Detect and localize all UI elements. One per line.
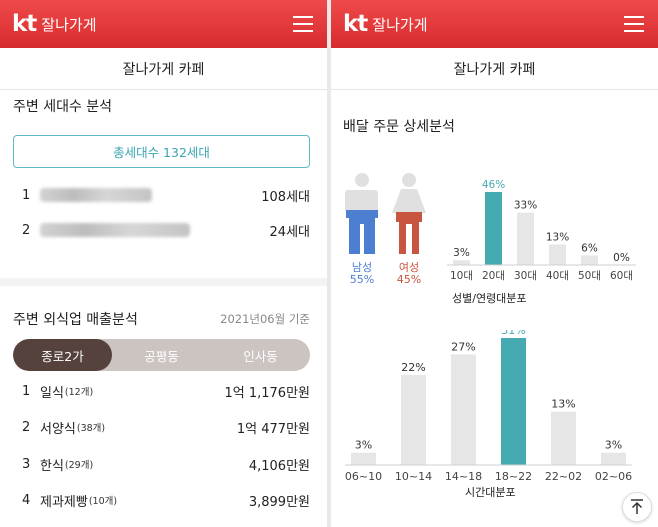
- value-label: 33%: [514, 200, 537, 212]
- tab-insa[interactable]: 인사동: [243, 348, 278, 364]
- brand-name: 잘나가게: [372, 15, 428, 34]
- tab-gongpyeong[interactable]: 공평동: [144, 348, 179, 364]
- blurred-address: [40, 188, 152, 202]
- tick-label: 10~14: [395, 470, 432, 483]
- sales-rank: 1: [22, 383, 31, 399]
- tab-jongno2ga[interactable]: 종로2가: [13, 339, 112, 371]
- sales-value: 1억 1,176만원: [224, 385, 311, 401]
- sales-value: 3,899만원: [248, 494, 310, 510]
- tick-label: 50대: [578, 270, 601, 282]
- tick-label: 20대: [482, 270, 505, 282]
- sales-row: 2 서양식 (38개) 1억 477만원: [22, 417, 310, 437]
- bar-10대: [453, 260, 470, 265]
- household-rank: 2: [22, 222, 31, 238]
- blurred-address: [40, 223, 190, 237]
- kt-logo: kt: [343, 10, 368, 37]
- male-figure-icon: [345, 173, 378, 254]
- tick-label: 22~02: [545, 470, 582, 483]
- kt-logo: kt: [12, 10, 37, 37]
- scroll-top-button[interactable]: [622, 492, 652, 522]
- sales-row: 4 제과제빵 (10개) 3,899만원: [22, 490, 310, 510]
- sales-count: (12개): [64, 387, 94, 398]
- sales-category: 일식: [40, 385, 64, 401]
- female-percent: 45%: [396, 273, 422, 286]
- right-panel: kt 잘나가게 잘나가게 카페 배달 주문 상세분석 남성 55% 여성 45%…: [331, 0, 658, 527]
- sales-category: 한식: [40, 458, 64, 474]
- brand[interactable]: kt 잘나가게: [12, 10, 97, 37]
- sales-count: (38개): [76, 423, 106, 434]
- bar-22~02: [551, 411, 576, 465]
- delivery-analysis-title: 배달 주문 상세분석: [343, 119, 455, 135]
- household-value: 24세대: [269, 224, 310, 240]
- household-rank: 1: [22, 187, 31, 203]
- menu-icon[interactable]: [293, 16, 313, 32]
- sales-date: 2021년06월 기준: [220, 312, 310, 326]
- top-bar: kt 잘나가게: [0, 0, 327, 48]
- area-tabs: 종로2가 공평동 인사동: [13, 339, 310, 371]
- tick-label: 06~10: [345, 470, 382, 483]
- tick-label: 14~18: [445, 470, 482, 483]
- brand-name: 잘나가게: [41, 15, 97, 34]
- tick-label: 60대: [610, 270, 633, 282]
- sales-category: 서양식: [40, 421, 76, 437]
- bar-06~10: [351, 452, 376, 465]
- value-label: 13%: [551, 398, 575, 411]
- bar-50대: [581, 255, 598, 265]
- sales-rank: 3: [22, 456, 31, 472]
- male-label: 남성: [351, 261, 373, 274]
- value-label: 13%: [546, 231, 569, 243]
- bar-20대: [485, 192, 502, 265]
- value-label: 22%: [401, 361, 425, 374]
- sales-row: 3 한식 (29개) 4,106만원: [22, 454, 310, 474]
- sales-title: 주변 외식업 매출분석: [13, 312, 138, 328]
- time-chart-label: 시간대분포: [465, 486, 516, 499]
- total-households-button[interactable]: 총세대수 132세대: [13, 135, 310, 168]
- menu-icon[interactable]: [624, 16, 644, 32]
- household-row: 2 24세대: [22, 220, 310, 240]
- sales-category: 제과제빵: [40, 494, 88, 510]
- bar-18~22: [501, 338, 526, 465]
- bar-02~06: [601, 452, 626, 465]
- sales-count: (10개): [88, 496, 118, 507]
- page-subtitle: 잘나가게 카페: [0, 48, 327, 90]
- households-title: 주변 세대수 분석: [13, 99, 113, 115]
- female-label: 여성: [398, 261, 420, 274]
- sales-count: (29개): [64, 460, 94, 471]
- value-label: 3%: [355, 439, 372, 452]
- household-row: 1 108세대: [22, 185, 310, 205]
- value-label: 46%: [482, 179, 505, 191]
- time-distribution-chart: 3% 06~10 22% 10~14 27% 14~18 31% 18~22 13% 22~02 3…: [345, 330, 632, 483]
- value-label: 27%: [451, 340, 475, 353]
- sales-row: 1 일식 (12개) 1억 1,176만원: [22, 381, 310, 401]
- page-subtitle: 잘나가게 카페: [331, 48, 658, 90]
- arrow-up-icon: [631, 499, 643, 514]
- tick-label: 18~22: [495, 470, 532, 483]
- bar-40대: [549, 244, 566, 265]
- sales-value: 1억 477만원: [236, 421, 310, 437]
- age-chart-label: 성별/연령대분포: [452, 292, 527, 305]
- age-distribution-chart: 3% 10대 46% 20대 33% 30대 13% 40대 6% 50대 0% 60대: [447, 179, 636, 282]
- sales-value: 4,106만원: [248, 458, 310, 474]
- tick-label: 30대: [514, 270, 537, 282]
- left-panel: kt 잘나가게 잘나가게 카페 주변 세대수 분석 총세대수 132세대 1 1…: [0, 0, 327, 527]
- female-figure-icon: [392, 173, 426, 254]
- tick-label: 02~06: [595, 470, 632, 483]
- value-label: 3%: [453, 247, 470, 259]
- value-label: 31%: [501, 330, 525, 337]
- bar-10~14: [401, 374, 426, 465]
- bar-14~18: [451, 354, 476, 465]
- value-label: 0%: [613, 252, 630, 264]
- section-divider: [0, 278, 327, 286]
- tick-label: 40대: [546, 270, 569, 282]
- household-value: 108세대: [261, 189, 310, 205]
- sales-rank: 2: [22, 419, 31, 435]
- tick-label: 10대: [450, 270, 473, 282]
- value-label: 3%: [605, 439, 622, 452]
- brand[interactable]: kt 잘나가게: [343, 10, 428, 37]
- value-label: 6%: [581, 242, 598, 254]
- top-bar: kt 잘나가게: [331, 0, 658, 48]
- sales-rank: 4: [22, 492, 31, 508]
- bar-30대: [517, 212, 534, 265]
- male-percent: 55%: [349, 273, 375, 286]
